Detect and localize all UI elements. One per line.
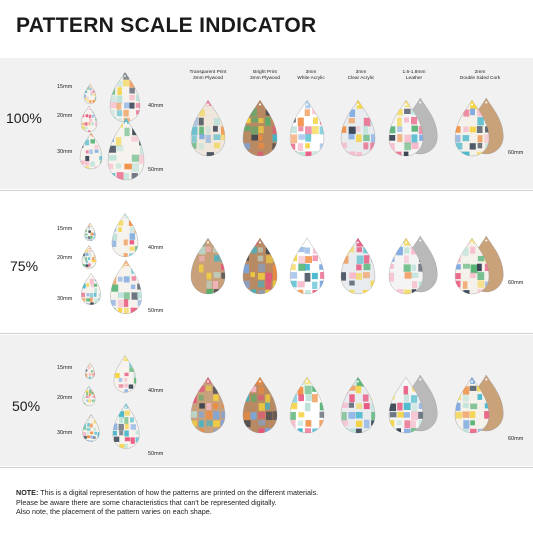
material-header: Transparent Print 3mm Plywood [189,70,227,81]
earring-drop [113,355,137,393]
size-label: 15mm [57,84,73,90]
size-label: 40mm [148,103,164,109]
earring-drop [190,376,226,434]
size-label: 60mm [508,280,524,286]
material-header: 2mm Double Sided Cork [459,70,501,81]
earring-drop [289,376,325,434]
earring-drop [112,402,140,449]
size-label: 30mm [57,430,73,436]
size-label: 50mm [148,167,164,173]
earring-drop [289,237,325,295]
size-label: 20mm [57,113,73,119]
size-label: 15mm [57,365,73,371]
earring-drop [242,237,278,295]
earring-drop [111,212,139,257]
earring-drop [81,272,101,305]
earring-drop [82,414,100,442]
scale-label: 100% [6,110,42,126]
size-label: 30mm [57,149,73,155]
earring-drop [80,105,98,133]
earring-drop [242,99,278,157]
material-header: 1.6-1.8mm Leather [402,70,426,81]
section-divider [0,190,533,191]
earring-drop [107,117,145,181]
earring-drop [84,222,96,242]
earring-drop [289,99,325,157]
earring-drop [340,237,376,295]
earring-drop [340,99,376,157]
note-text: NOTE: This is a digital representation o… [16,488,319,517]
earring-drop [83,83,97,105]
earring-drop [82,385,96,407]
size-label: 20mm [57,255,73,261]
size-label: 20mm [57,395,73,401]
scale-label: 75% [10,258,39,274]
size-label: 50mm [148,308,164,314]
earring-drop [190,99,226,157]
earring-drop [242,376,278,434]
size-label: 30mm [57,296,73,302]
earring-drop [110,259,142,314]
earring-drop [79,132,103,170]
size-label: 15mm [57,226,73,232]
size-label: 40mm [148,245,164,251]
earring-drop [109,71,141,123]
earring-drop [84,362,96,380]
size-label: 40mm [148,388,164,394]
material-header: 3mm Clear Acrylic [347,70,375,81]
material-header: Bright Print 3mm Plywood [249,70,281,81]
page-title: PATTERN SCALE INDICATOR [16,14,317,37]
size-label: 60mm [508,436,524,442]
size-label: 60mm [508,150,524,156]
section-divider [0,333,533,334]
earring-drop [340,376,376,434]
material-header: 3mm White Acrylic [297,70,325,81]
earring-drop [190,237,226,295]
section-divider [0,467,533,468]
earring-drop [81,245,97,269]
scale-label: 50% [12,398,41,414]
size-label: 50mm [148,451,164,457]
